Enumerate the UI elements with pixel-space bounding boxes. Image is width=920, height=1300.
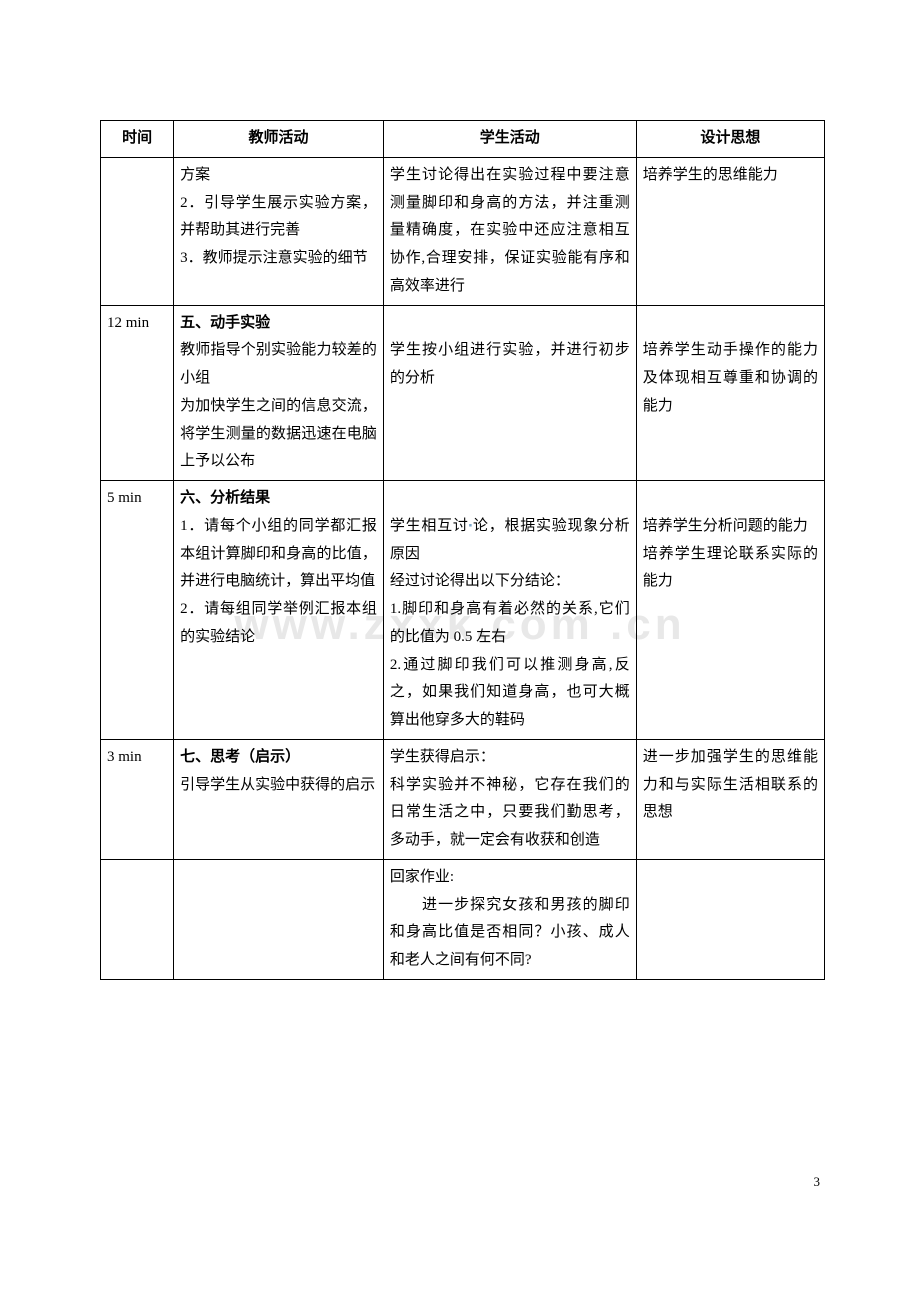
cell-design: 培养学生分析问题的能力培养学生理论联系实际的能力 xyxy=(636,481,824,740)
table-row: 3 min 七、思考（启示）引导学生从实验中获得的启示 学生获得启示：科学实验并… xyxy=(101,739,825,859)
cell-time: 3 min xyxy=(101,739,174,859)
cell-student: 学生按小组进行实验，并进行初步的分析 xyxy=(383,305,636,481)
table-row: 方案2．引导学生展示实验方案，并帮助其进行完善3．教师提示注意实验的细节 学生讨… xyxy=(101,157,825,305)
cell-student: 学生讨论得出在实验过程中要注意测量脚印和身高的方法，并注重测量精确度，在实验中还… xyxy=(383,157,636,305)
table-row: 回家作业: 进一步探究女孩和男孩的脚印和身高比值是否相同？小孩、成人和老人之间有… xyxy=(101,859,825,979)
table-header-row: 时间 教师活动 学生活动 设计思想 xyxy=(101,121,825,158)
header-time: 时间 xyxy=(101,121,174,158)
header-student: 学生活动 xyxy=(383,121,636,158)
cell-design: 培养学生动手操作的能力及体现相互尊重和协调的能力 xyxy=(636,305,824,481)
table-row: 5 min 六、分析结果1．请每个小组的同学都汇报本组计算脚印和身高的比值，并进… xyxy=(101,481,825,740)
header-teacher: 教师活动 xyxy=(174,121,384,158)
cell-teacher xyxy=(174,859,384,979)
page-number: 3 xyxy=(814,1174,821,1190)
cell-student: 学生获得启示：科学实验并不神秘，它存在我们的日常生活之中，只要我们勤思考，多动手… xyxy=(383,739,636,859)
cell-student: 学生相互讨▪论，根据实验现象分析原因经过讨论得出以下分结论：1.脚印和身高有着必… xyxy=(383,481,636,740)
cell-design: 培养学生的思维能力 xyxy=(636,157,824,305)
table-row: 12 min 五、动手实验教师指导个别实验能力较差的小组为加快学生之间的信息交流… xyxy=(101,305,825,481)
header-design: 设计思想 xyxy=(636,121,824,158)
cell-time xyxy=(101,157,174,305)
cell-teacher: 七、思考（启示）引导学生从实验中获得的启示 xyxy=(174,739,384,859)
cell-teacher: 五、动手实验教师指导个别实验能力较差的小组为加快学生之间的信息交流，将学生测量的… xyxy=(174,305,384,481)
cell-design: 进一步加强学生的思维能力和与实际生活相联系的思想 xyxy=(636,739,824,859)
cell-time: 12 min xyxy=(101,305,174,481)
cell-teacher: 六、分析结果1．请每个小组的同学都汇报本组计算脚印和身高的比值，并进行电脑统计，… xyxy=(174,481,384,740)
lesson-table: 时间 教师活动 学生活动 设计思想 方案2．引导学生展示实验方案，并帮助其进行完… xyxy=(100,120,825,980)
cell-time xyxy=(101,859,174,979)
cell-time: 5 min xyxy=(101,481,174,740)
cell-student: 回家作业: 进一步探究女孩和男孩的脚印和身高比值是否相同？小孩、成人和老人之间有… xyxy=(383,859,636,979)
cell-teacher: 方案2．引导学生展示实验方案，并帮助其进行完善3．教师提示注意实验的细节 xyxy=(174,157,384,305)
cell-design xyxy=(636,859,824,979)
